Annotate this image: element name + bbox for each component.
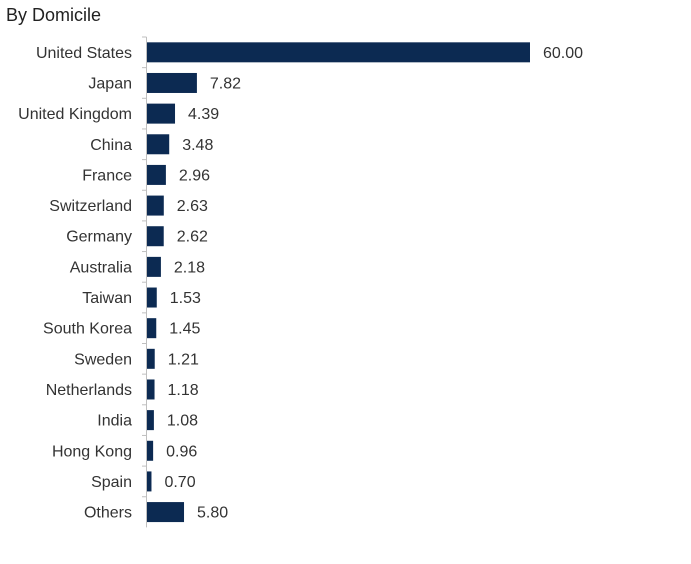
category-label: Switzerland (49, 198, 132, 215)
category-label: United Kingdom (18, 106, 132, 123)
category-label: United States (36, 45, 132, 62)
bar (147, 379, 155, 400)
data-label: 1.18 (168, 382, 199, 399)
data-label: 2.96 (179, 167, 210, 184)
data-label: 2.63 (177, 198, 208, 215)
data-label: 1.21 (168, 351, 199, 368)
data-label: 2.62 (177, 229, 208, 246)
data-label: 1.08 (167, 413, 198, 430)
bar (147, 195, 164, 216)
bar (147, 287, 157, 308)
bar (147, 42, 530, 63)
category-label: Sweden (74, 351, 132, 368)
data-label: 1.45 (169, 321, 200, 338)
category-label: Japan (88, 75, 132, 92)
bar (147, 134, 170, 155)
category-label: China (90, 137, 132, 154)
category-label: South Korea (43, 321, 132, 338)
bar (147, 103, 176, 124)
bar (147, 226, 164, 247)
bar (147, 410, 154, 431)
bar (147, 164, 166, 185)
data-label: 2.18 (174, 259, 205, 276)
category-label: Others (84, 505, 132, 522)
category-label: India (97, 413, 132, 430)
category-label: Germany (66, 229, 132, 246)
bar (147, 72, 197, 93)
data-label: 3.48 (182, 137, 213, 154)
data-label: 5.80 (197, 505, 228, 522)
data-label: 1.53 (170, 290, 201, 307)
bar (147, 348, 155, 369)
data-label: 60.00 (543, 45, 583, 62)
category-label: Hong Kong (52, 443, 132, 460)
category-label: Taiwan (82, 290, 132, 307)
bar (147, 502, 185, 523)
bar (147, 318, 157, 339)
data-label: 4.39 (188, 106, 219, 123)
category-label: France (82, 167, 132, 184)
category-label: Spain (91, 474, 132, 491)
bar (147, 256, 161, 277)
category-label: Netherlands (46, 382, 132, 399)
bar (147, 440, 154, 461)
chart-title: By Domicile (6, 5, 102, 25)
bar (147, 471, 152, 492)
data-label: 7.82 (210, 75, 241, 92)
category-label: Australia (70, 259, 132, 276)
data-label: 0.70 (164, 474, 195, 491)
data-label: 0.96 (166, 443, 197, 460)
